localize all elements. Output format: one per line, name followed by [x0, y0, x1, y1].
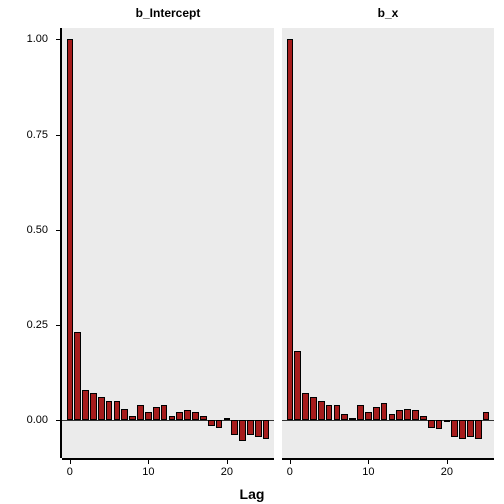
x-tick-label: 0: [287, 466, 293, 478]
bar: [216, 420, 223, 428]
bar: [200, 416, 207, 420]
bar: [129, 416, 136, 420]
bar: [341, 414, 348, 420]
bar: [396, 410, 403, 420]
x-tick-label: 20: [221, 466, 233, 478]
bar: [475, 420, 482, 439]
bar: [114, 401, 121, 420]
bar: [318, 401, 325, 420]
bar: [106, 401, 113, 420]
bar: [67, 39, 74, 420]
panel-title: b_Intercept: [62, 6, 274, 20]
bar: [373, 407, 380, 420]
bar: [459, 420, 466, 439]
bar: [302, 393, 309, 420]
x-tick: [290, 458, 291, 464]
bar: [294, 351, 301, 419]
bar: [192, 412, 199, 420]
bar: [90, 393, 97, 420]
bar: [161, 405, 168, 420]
bar: [349, 418, 356, 420]
bar: [74, 332, 81, 420]
bar: [365, 412, 372, 420]
bar: [381, 403, 388, 420]
bar: [420, 416, 427, 420]
bar: [389, 414, 396, 420]
bar: [467, 420, 474, 437]
x-tick: [70, 458, 71, 464]
bar: [444, 420, 451, 422]
figure: Avg. autocorrelation Lag 0.000.250.500.7…: [0, 0, 504, 504]
plot-panel: [62, 28, 274, 458]
bar: [137, 405, 144, 420]
y-tick-label: 0.50: [0, 224, 48, 236]
x-tick-label: 10: [142, 466, 154, 478]
bar: [451, 420, 458, 437]
bar: [483, 412, 490, 420]
x-tick: [227, 458, 228, 464]
x-tick: [447, 458, 448, 464]
bar: [310, 397, 317, 420]
panel-title: b_x: [282, 6, 494, 20]
bar: [436, 420, 443, 430]
y-axis-line: [60, 28, 62, 458]
x-tick: [368, 458, 369, 464]
y-tick-label: 0.25: [0, 319, 48, 331]
bar: [208, 420, 215, 426]
bar: [176, 412, 183, 420]
bar: [145, 412, 152, 420]
bar: [98, 397, 105, 420]
bar: [239, 420, 246, 441]
bar: [121, 409, 128, 420]
y-tick-label: 0.75: [0, 129, 48, 141]
y-tick-label: 0.00: [0, 414, 48, 426]
bar: [153, 407, 160, 420]
bar: [231, 420, 238, 435]
bar: [169, 416, 176, 420]
x-tick-label: 10: [362, 466, 374, 478]
bar: [428, 420, 435, 428]
bar: [82, 390, 89, 420]
x-axis-line: [282, 458, 494, 460]
bar: [247, 420, 254, 435]
y-tick-label: 1.00: [0, 33, 48, 45]
x-axis-line: [62, 458, 274, 460]
bar: [412, 410, 419, 420]
x-tick-label: 20: [441, 466, 453, 478]
x-tick: [148, 458, 149, 464]
bar: [224, 418, 231, 420]
bar: [287, 39, 294, 420]
bar: [184, 410, 191, 420]
bar: [326, 405, 333, 420]
bar: [334, 405, 341, 420]
x-axis-label: Lag: [240, 486, 265, 502]
bar: [263, 420, 270, 439]
bar: [404, 409, 411, 420]
bar: [255, 420, 262, 437]
bar: [357, 405, 364, 420]
plot-panel: [282, 28, 494, 458]
x-tick-label: 0: [67, 466, 73, 478]
